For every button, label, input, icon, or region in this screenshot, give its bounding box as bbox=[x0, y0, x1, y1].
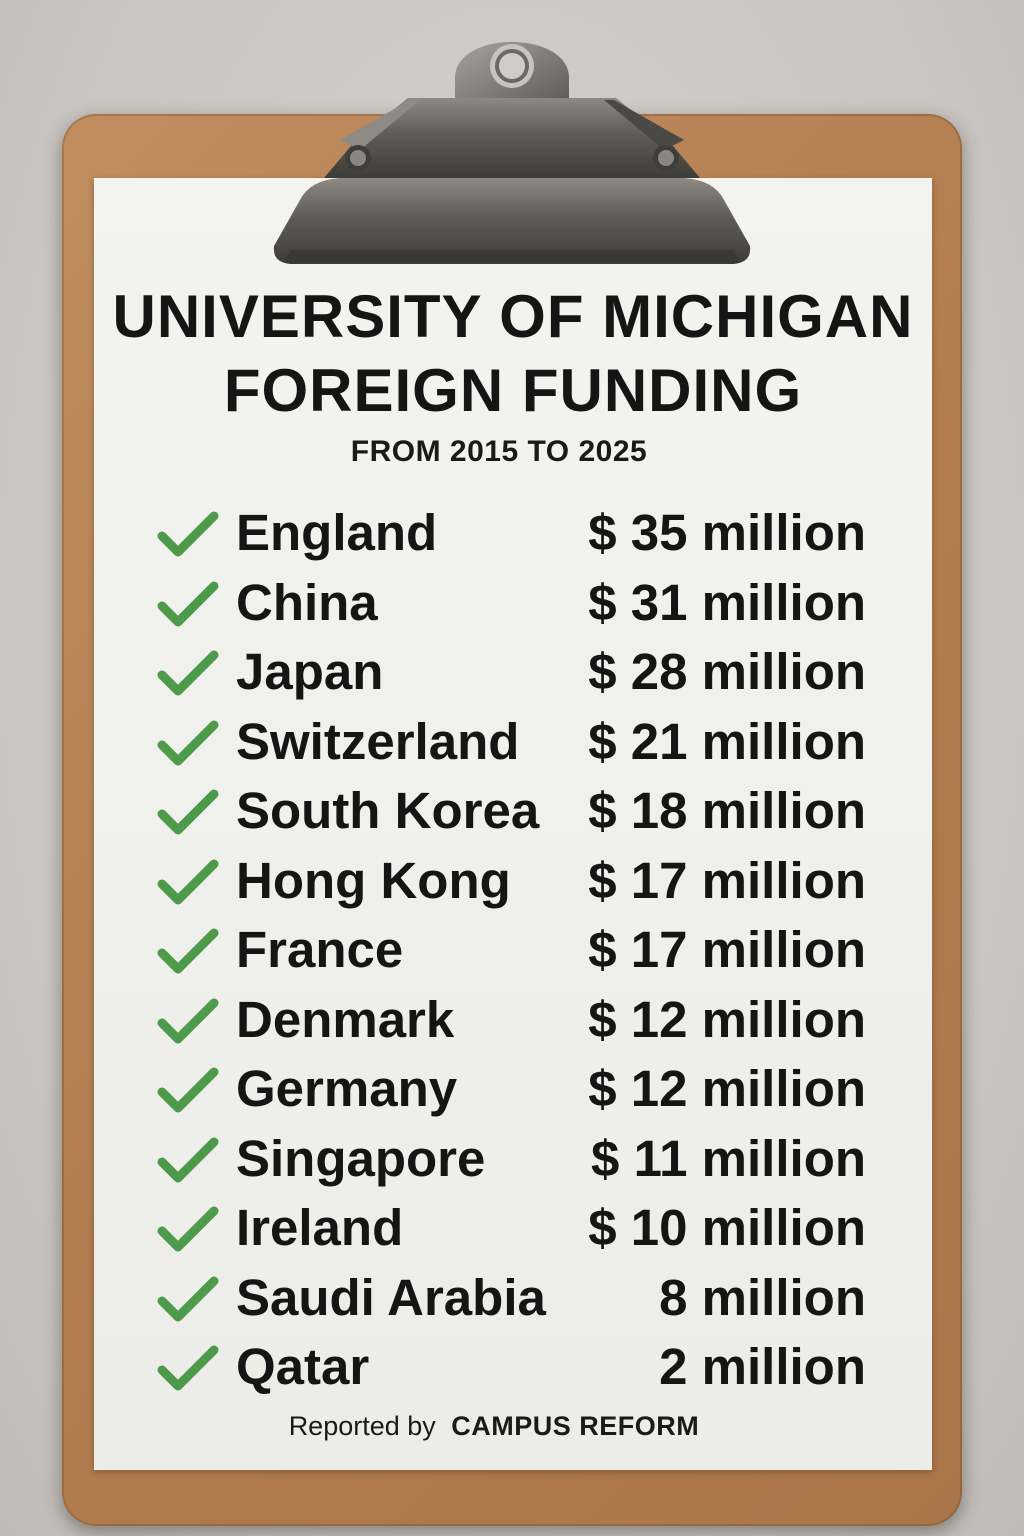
country-name: China bbox=[236, 573, 378, 631]
check-mark-icon bbox=[157, 1206, 219, 1252]
check-mark-icon bbox=[157, 998, 219, 1043]
page-subtitle: FROM 2015 TO 2025 bbox=[350, 435, 648, 468]
check-mark-icon bbox=[157, 1276, 219, 1321]
reported-by-label: Reported by bbox=[288, 1411, 436, 1441]
check-mark-icon bbox=[157, 1137, 219, 1182]
funding-amount: $ 10 million bbox=[588, 1199, 866, 1256]
funding-amount: $ 21 million bbox=[588, 712, 866, 770]
country-name: Germany bbox=[236, 1060, 458, 1117]
list-item: Switzerland $ 21 million bbox=[150, 707, 870, 777]
list-item: Germany $ 12 million bbox=[150, 1054, 870, 1124]
check-mark-icon bbox=[157, 720, 219, 765]
paper-sheet bbox=[94, 178, 932, 1470]
list-item: France $ 17 million bbox=[150, 915, 870, 985]
country-name: Japan bbox=[236, 643, 384, 700]
funding-amount: $ 12 million bbox=[588, 990, 866, 1048]
funding-amount: 2 million bbox=[659, 1338, 866, 1395]
country-name: Singapore bbox=[236, 1129, 486, 1187]
country-name: Saudi Arabia bbox=[236, 1268, 546, 1326]
country-name: France bbox=[236, 921, 404, 978]
funding-amount: 8 million bbox=[659, 1268, 866, 1326]
check-mark-icon bbox=[157, 789, 219, 835]
funding-amount: $ 12 million bbox=[588, 1060, 866, 1117]
check-mark-icon bbox=[157, 581, 219, 626]
country-name: England bbox=[236, 504, 438, 561]
list-item: Saudi Arabia 8 million bbox=[150, 1263, 870, 1333]
funding-amount: $ 17 million bbox=[588, 851, 866, 909]
funding-amount: $ 31 million bbox=[588, 573, 866, 631]
funding-amount: $ 18 million bbox=[588, 782, 866, 839]
list-item: China $ 31 million bbox=[150, 568, 870, 638]
check-mark-icon bbox=[157, 928, 219, 974]
country-name: Switzerland bbox=[236, 712, 520, 770]
list-item: Japan $ 28 million bbox=[150, 637, 870, 707]
country-name: South Korea bbox=[236, 782, 540, 839]
country-name: Hong Kong bbox=[236, 851, 511, 909]
country-name: Denmark bbox=[236, 990, 455, 1048]
check-mark-icon bbox=[157, 511, 219, 557]
brand-name: CAMPUS REFORM bbox=[451, 1411, 700, 1441]
list-item: Denmark $ 12 million bbox=[150, 985, 870, 1055]
funding-list: England $ 35 million China $ 31 million Japa… bbox=[150, 498, 870, 1402]
country-name: Ireland bbox=[236, 1199, 404, 1256]
page-title-line1: UNIVERSITY OF MICHIGAN bbox=[112, 283, 914, 350]
check-mark-icon bbox=[157, 1345, 219, 1391]
country-name: Qatar bbox=[236, 1338, 370, 1395]
list-item: Singapore $ 11 million bbox=[150, 1124, 870, 1194]
footer-credit: Reported by CAMPUS REFORM bbox=[94, 1406, 894, 1446]
funding-amount: $ 11 million bbox=[591, 1129, 866, 1187]
list-item: South Korea $ 18 million bbox=[150, 776, 870, 846]
funding-amount: $ 17 million bbox=[588, 921, 866, 978]
check-mark-icon bbox=[157, 859, 219, 904]
list-item: England $ 35 million bbox=[150, 498, 870, 568]
page-title-line2: FOREIGN FUNDING bbox=[223, 357, 803, 424]
funding-amount: $ 35 million bbox=[588, 504, 866, 561]
list-item: Hong Kong $ 17 million bbox=[150, 846, 870, 916]
list-item: Qatar 2 million bbox=[150, 1332, 870, 1402]
funding-amount: $ 28 million bbox=[588, 643, 866, 700]
check-mark-icon bbox=[157, 650, 219, 696]
check-mark-icon bbox=[157, 1067, 219, 1113]
list-item: Ireland $ 10 million bbox=[150, 1193, 870, 1263]
